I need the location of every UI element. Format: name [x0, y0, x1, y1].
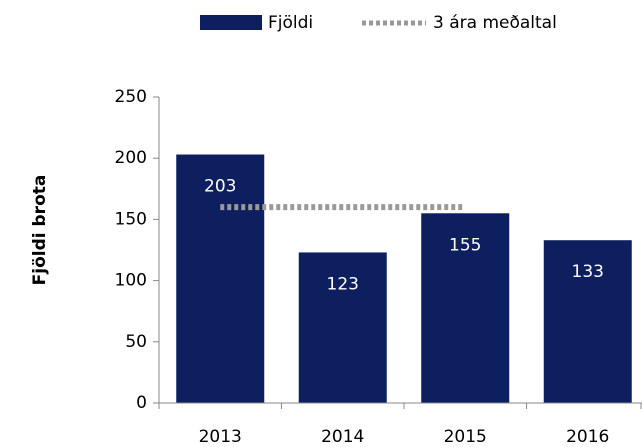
y-tick-label: 150 [115, 209, 147, 229]
bar [543, 240, 632, 403]
y-tick-label: 0 [136, 393, 147, 413]
legend-swatch [200, 15, 262, 30]
bar [176, 154, 265, 403]
bar [298, 252, 387, 403]
y-tick-label: 200 [115, 148, 147, 168]
legend-label: 3 ára meðaltal [433, 13, 557, 33]
bar-value-label: 123 [327, 274, 359, 294]
bar-value-label: 203 [204, 177, 236, 197]
bar-value-label: 155 [449, 235, 481, 255]
legend-label: Fjöldi [268, 13, 313, 33]
y-tick-label: 100 [115, 271, 147, 291]
x-tick-label: 2013 [199, 427, 242, 447]
x-tick-label: 2015 [444, 427, 487, 447]
bar [421, 213, 510, 403]
x-tick-label: 2014 [321, 427, 364, 447]
y-tick-label: 50 [125, 332, 147, 352]
x-tick-label: 2016 [566, 427, 609, 447]
y-tick-label: 250 [115, 87, 147, 107]
y-axis-title: Fjöldi brota [30, 175, 50, 286]
bar-value-label: 133 [572, 262, 604, 282]
